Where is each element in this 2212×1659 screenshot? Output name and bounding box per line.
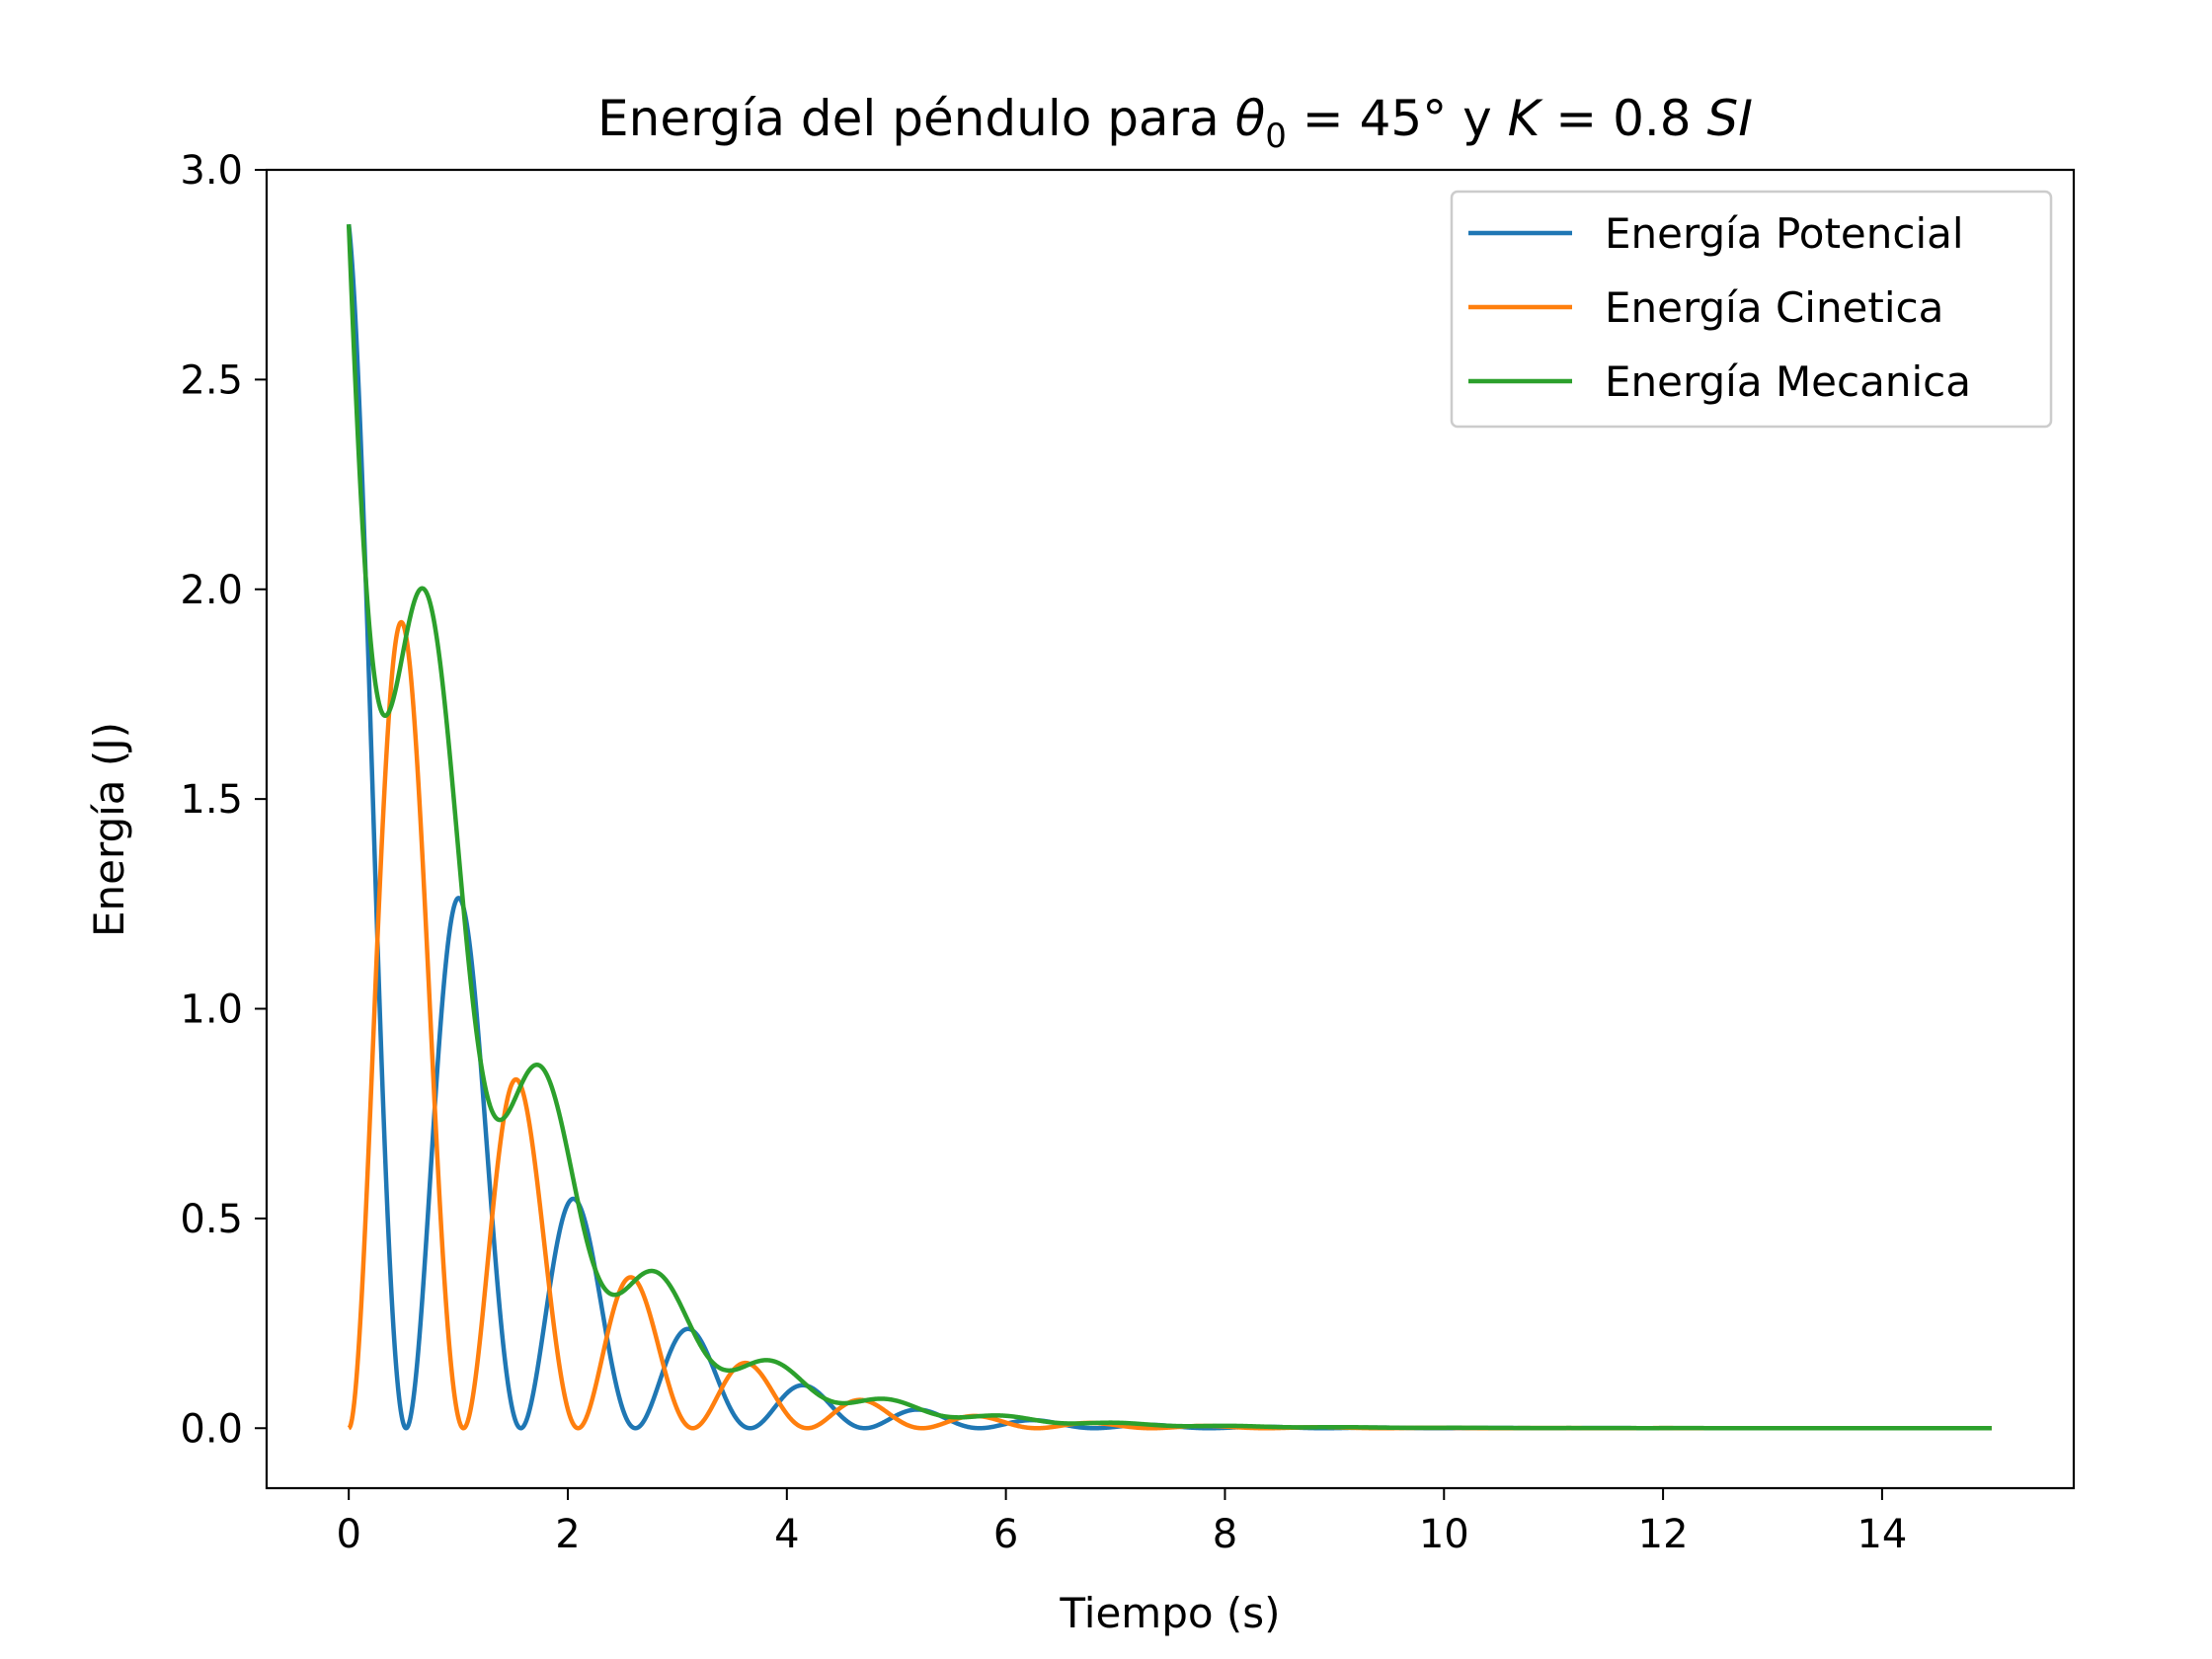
legend: Energía Potencial Energía Cinetica Energ…: [1450, 190, 2053, 429]
x-tick-label: 12: [1638, 1512, 1689, 1557]
y-axis-label: Energía (J): [85, 722, 133, 937]
x-tick-label: 10: [1419, 1512, 1469, 1557]
y-tick-label: 3.0: [180, 148, 243, 194]
x-tick-label: 6: [993, 1512, 1018, 1557]
legend-label-cinetica: Energía Cinetica: [1605, 283, 1943, 332]
plot-frame: [265, 168, 2076, 1490]
chart-title: Energía del péndulo para θ0 = 45° y K = …: [597, 90, 1753, 156]
x-tick-label: 8: [1213, 1512, 1237, 1557]
y-tick-label: 0.5: [180, 1197, 243, 1242]
x-axis: 0 2 4 6 8 10 12 14: [336, 1488, 1907, 1557]
y-tick-label: 2.5: [180, 357, 243, 403]
x-axis-label: Tiempo (s): [1059, 1589, 1280, 1637]
y-axis: 0.0 0.5 1.0 1.5 2.0 2.5 3.0: [180, 148, 267, 1452]
x-tick-label: 2: [555, 1512, 580, 1557]
y-tick-label: 1.5: [180, 777, 243, 823]
x-tick-label: 4: [774, 1512, 799, 1557]
legend-label-mecanica: Energía Mecanica: [1605, 357, 1971, 406]
y-tick-label: 1.0: [180, 988, 243, 1033]
series-layer: [346, 223, 1994, 1431]
x-tick-label: 14: [1856, 1512, 1907, 1557]
series-line-mecanica: [346, 224, 1994, 1431]
x-tick-label: 0: [336, 1512, 360, 1557]
legend-box: [1450, 190, 2053, 429]
y-tick-label: 2.0: [180, 568, 243, 613]
y-tick-label: 0.0: [180, 1406, 243, 1452]
legend-label-potencial: Energía Potencial: [1605, 209, 1964, 258]
